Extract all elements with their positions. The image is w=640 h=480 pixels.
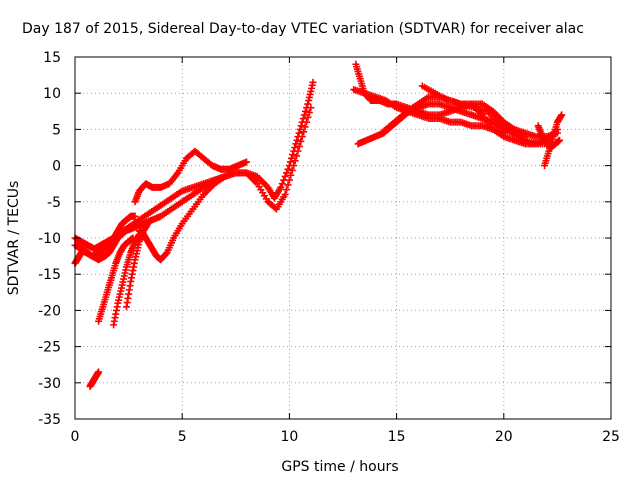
data-point-marker — [281, 191, 289, 199]
x-tick-label: 0 — [71, 429, 80, 445]
x-tick-label: 20 — [495, 429, 513, 445]
y-tick-label: 5 — [52, 122, 61, 138]
data-point-marker — [283, 186, 291, 194]
y-tick-label: 10 — [43, 86, 61, 102]
data-point-marker — [297, 137, 305, 145]
data-point-marker — [77, 248, 85, 256]
data-point-marker — [288, 166, 296, 174]
data-point-marker — [301, 123, 309, 131]
data-point-marker — [287, 171, 295, 179]
data-point-marker — [291, 144, 299, 151]
data-point-marker — [293, 152, 301, 160]
data-point-marker — [290, 162, 298, 170]
y-tick-label: -25 — [38, 340, 61, 356]
x-tick-label: 15 — [388, 429, 406, 445]
y-tick-label: -30 — [38, 376, 61, 392]
series-arc7 — [95, 234, 137, 325]
data-point-marker — [304, 113, 312, 121]
data-point-marker — [162, 250, 170, 258]
data-point-marker — [95, 368, 103, 376]
chart-title: Day 187 of 2015, Sidereal Day-to-day VTE… — [22, 21, 584, 37]
y-tick-label: 15 — [43, 50, 61, 66]
x-tick-label: 5 — [178, 429, 187, 445]
data-point-marker — [303, 118, 311, 126]
data-point-marker — [307, 104, 315, 112]
y-tick-label: -5 — [47, 195, 61, 211]
data-point-marker — [285, 176, 293, 184]
data-point-marker — [304, 100, 312, 108]
data-point-marker — [281, 172, 289, 180]
data-point-marker — [296, 125, 304, 133]
data-point-marker — [144, 220, 152, 228]
data-point-marker — [131, 212, 139, 220]
data-point-marker — [289, 151, 297, 159]
y-axis-label: SDTVAR / TECUs — [6, 181, 22, 296]
data-point-marker — [556, 136, 564, 144]
y-tick-label: 0 — [52, 159, 61, 175]
series-arc9 — [122, 220, 152, 311]
data-point-marker — [295, 142, 303, 150]
data-point-marker — [278, 180, 286, 188]
data-point-marker — [300, 111, 308, 119]
grid-layer — [75, 57, 611, 419]
y-tick-label: -20 — [38, 303, 61, 319]
x-axis-label: GPS time / hours — [281, 459, 398, 475]
data-point-marker — [297, 122, 305, 130]
y-tick-label: -15 — [38, 267, 61, 283]
data-point-marker — [294, 147, 302, 155]
data-point-marker — [288, 154, 296, 162]
y-tick-label: -10 — [38, 231, 61, 247]
y-tick-label: -35 — [38, 412, 61, 428]
data-point-marker — [221, 172, 229, 180]
series-arc11 — [71, 248, 85, 267]
data-point-marker — [284, 181, 292, 189]
data-point-marker — [277, 183, 285, 191]
series-arc18 — [541, 111, 566, 170]
data-point-marker — [305, 109, 313, 117]
series-arc13 — [350, 86, 508, 137]
data-point-marker — [284, 165, 292, 173]
x-tick-label: 25 — [602, 429, 620, 445]
series-arc5 — [131, 147, 251, 206]
data-point-marker — [309, 78, 317, 86]
series-arc10 — [86, 368, 103, 390]
data-point-marker — [292, 140, 300, 148]
data-point-marker — [295, 129, 303, 137]
data-point-marker — [243, 158, 251, 166]
data-point-marker — [291, 157, 299, 165]
data-point-marker — [299, 115, 307, 123]
x-tick-label: 10 — [280, 429, 298, 445]
data-layer — [71, 60, 566, 390]
data-point-marker — [298, 133, 306, 141]
data-point-marker — [558, 111, 566, 119]
tick-layer: 0 5 10 15 20 25 -35 -30 -25 -20 -15 -10 -5 0 5 10 15 — [38, 50, 620, 445]
data-point-marker — [286, 158, 294, 166]
data-point-marker — [293, 136, 301, 144]
data-point-marker — [283, 169, 291, 177]
data-point-marker — [301, 107, 309, 115]
data-point-marker — [300, 128, 308, 136]
